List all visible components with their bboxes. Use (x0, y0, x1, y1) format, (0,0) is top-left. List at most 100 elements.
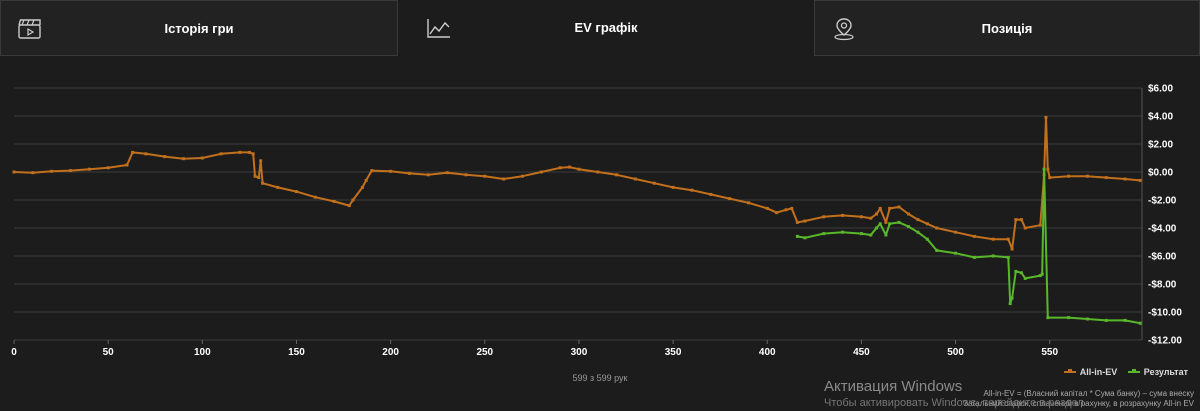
data-point (1123, 318, 1127, 322)
data-point (539, 170, 543, 174)
tab-game-history[interactable]: Історія гри (0, 0, 398, 56)
data-point (144, 152, 148, 156)
data-point (784, 208, 788, 212)
data-point (131, 150, 135, 154)
data-point (991, 254, 995, 258)
y-tick-label: $6.00 (1148, 84, 1173, 95)
x-tick-label: 400 (759, 347, 776, 358)
data-point (1014, 269, 1018, 273)
data-point (1044, 115, 1048, 119)
data-point (822, 232, 826, 236)
data-point (219, 152, 223, 156)
x-tick-label: 150 (288, 347, 305, 358)
data-point (407, 171, 411, 175)
data-point (364, 178, 368, 182)
windows-activation-title: Активация Windows (824, 378, 963, 395)
data-point (257, 176, 261, 180)
data-point (869, 233, 873, 237)
y-tick-label: -$12.00 (1148, 336, 1182, 347)
chart-grid (13, 87, 1143, 344)
y-tick-label: -$4.00 (1148, 224, 1177, 235)
data-point (874, 212, 878, 216)
data-point (795, 220, 799, 224)
data-point (935, 248, 939, 252)
data-point (972, 255, 976, 259)
y-tick-label: $2.00 (1148, 140, 1173, 151)
data-point (558, 166, 562, 170)
data-point (925, 237, 929, 241)
tab-position-label: Позиція (981, 21, 1033, 36)
x-tick-label: 0 (11, 347, 17, 358)
data-point (483, 174, 487, 178)
x-tick-label: 250 (476, 347, 493, 358)
data-point (1008, 302, 1012, 306)
x-tick-label: 50 (103, 347, 115, 358)
data-point (972, 234, 976, 238)
data-point (897, 205, 901, 209)
data-point (464, 173, 468, 177)
data-point (916, 218, 920, 222)
y-tick-label: -$8.00 (1148, 280, 1177, 291)
data-point (765, 206, 769, 210)
data-point (163, 155, 167, 159)
series-line-result (797, 168, 1141, 325)
legend-ev-swatch (1063, 368, 1076, 373)
y-tick-label: -$6.00 (1148, 252, 1177, 263)
data-point (869, 216, 873, 220)
data-point (954, 230, 958, 234)
data-point (954, 251, 958, 255)
data-point (370, 169, 374, 173)
data-point (878, 222, 882, 226)
data-point (1123, 177, 1127, 181)
data-point (1006, 237, 1010, 241)
legend-ev-label: All-in-EV (1079, 366, 1118, 377)
y-tick-label: -$2.00 (1148, 196, 1177, 207)
data-point (347, 204, 351, 208)
y-tick-label: -$10.00 (1148, 308, 1182, 319)
data-point (803, 236, 807, 240)
x-tick-label: 100 (194, 347, 211, 358)
data-point (709, 192, 713, 196)
tab-ev-chart[interactable]: EV графік (410, 0, 802, 68)
line-chart-icon (427, 19, 450, 38)
x-tick-label: 300 (571, 347, 588, 358)
data-point (181, 157, 185, 161)
data-point (106, 166, 110, 170)
hands-count: 599 з 599 рук (572, 373, 628, 383)
data-point (1042, 167, 1046, 171)
data-point (775, 211, 779, 215)
x-tick-label: 450 (853, 347, 870, 358)
y-tick-label: $0.00 (1148, 168, 1173, 179)
data-point (12, 170, 16, 174)
chart-series (12, 115, 1142, 325)
data-point (247, 150, 251, 154)
data-point (897, 220, 901, 224)
data-point (671, 185, 675, 189)
data-point (31, 171, 35, 175)
data-point (360, 185, 364, 189)
data-point (1019, 271, 1023, 275)
data-point (1104, 318, 1108, 322)
data-point (859, 232, 863, 236)
data-point (351, 198, 355, 202)
data-point (615, 173, 619, 177)
footnote-line-2: Загальний ставок, сплачений в рахунку, в… (963, 399, 1194, 408)
tab-position[interactable]: Позиція (814, 0, 1200, 56)
data-point (502, 177, 506, 181)
x-tick-label: 550 (1041, 347, 1058, 358)
data-point (596, 170, 600, 174)
data-point (1040, 272, 1044, 276)
data-point (1138, 321, 1142, 325)
data-point (888, 222, 892, 226)
data-point (841, 230, 845, 234)
data-point (652, 181, 656, 185)
data-point (125, 163, 129, 167)
data-point (690, 188, 694, 192)
data-point (520, 174, 524, 178)
data-point (841, 213, 845, 217)
data-point (253, 174, 257, 178)
x-axis-labels: 0 50 100 150 200 250 300 350 400 450 500 550 (11, 347, 1058, 358)
series-line-all-in-ev (13, 116, 1141, 250)
legend-result-label: Результат (1143, 366, 1188, 377)
y-axis-labels: $6.00 $4.00 $2.00 $0.00 -$2.00 -$4.00 -$6.00 -$… (1148, 84, 1182, 347)
